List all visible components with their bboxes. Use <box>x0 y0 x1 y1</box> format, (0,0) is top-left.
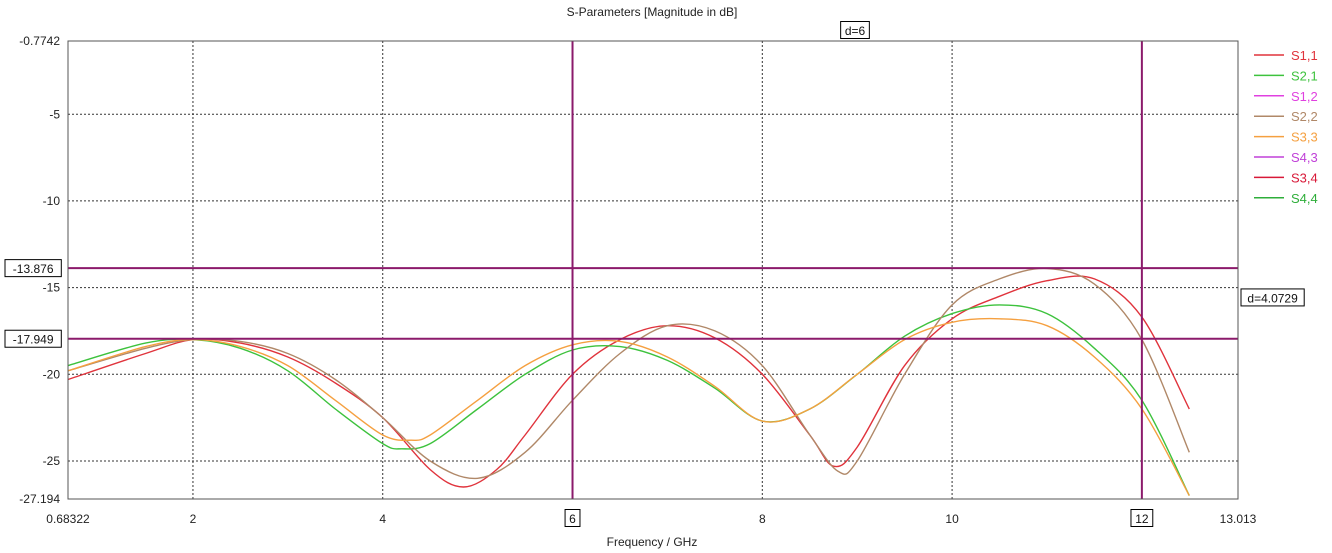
x-tick-label: 10 <box>945 512 959 526</box>
x-tick-label-boxed: 12 <box>1130 509 1154 527</box>
legend-item: S1,1 <box>1254 48 1318 63</box>
legend-item: S2,2 <box>1254 109 1318 124</box>
y-marker-label-boxed-box <box>4 259 62 278</box>
legend-item: S3,4 <box>1254 170 1318 185</box>
series-line-s1-1 <box>67 275 1190 488</box>
x-tick-label-boxed-box <box>1130 509 1154 527</box>
vertical-delta-label-text: d=6 <box>845 24 866 38</box>
legend-item: S4,3 <box>1254 150 1318 165</box>
x-tick-label-boxed-box <box>564 509 581 527</box>
y-tick-label: -10 <box>43 194 61 208</box>
vertical-delta-label-box <box>840 21 870 39</box>
marker-layer: d=6 d=4.0729 <box>68 21 1305 499</box>
series-layer <box>67 267 1190 496</box>
legend-item: S1,2 <box>1254 89 1318 104</box>
legend-label: S1,1 <box>1291 48 1318 63</box>
y-marker-label-boxed-text: -13.876 <box>13 262 54 276</box>
y-marker-label-boxed-box <box>4 329 62 348</box>
x-tick-label-boxed-text: 12 <box>1135 512 1149 526</box>
x-tick-label: 4 <box>379 512 386 526</box>
legend-label: S2,2 <box>1291 109 1318 124</box>
legend: S1,1 S2,1 S1,2 S2,2 S3,3 S4,3 S3,4 S4,4 <box>1254 48 1318 206</box>
x-axis-label: Frequency / GHz <box>607 535 698 549</box>
x-tick-label-boxed: 6 <box>564 509 581 527</box>
y-marker-label-boxed: -17.949 <box>4 329 62 348</box>
series-line-s2-2 <box>67 267 1190 480</box>
y-tick-label: -15 <box>43 281 61 295</box>
legend-item: S4,4 <box>1254 191 1318 206</box>
chart-title: S-Parameters [Magnitude in dB] <box>567 5 738 19</box>
legend-label: S4,4 <box>1291 191 1318 206</box>
y-tick-label: -5 <box>49 107 60 121</box>
y-tick-label: -0.7742 <box>19 34 60 48</box>
x-tick-label: 13.013 <box>1220 512 1257 526</box>
plot-area <box>67 40 1239 500</box>
legend-label: S2,1 <box>1291 68 1318 83</box>
vertical-delta-label: d=6 <box>840 21 870 39</box>
series-line-s2-1 <box>67 304 1190 496</box>
x-tick-label: 8 <box>759 512 766 526</box>
series-line-s3-3 <box>67 317 1190 496</box>
x-tick-label-boxed-text: 6 <box>569 512 576 526</box>
horizontal-delta-label: d=4.0729 <box>1240 288 1305 307</box>
legend-label: S4,3 <box>1291 150 1318 165</box>
y-tick-label: -25 <box>43 454 61 468</box>
x-tick-label: 2 <box>190 512 197 526</box>
y-tick-label: -27.194 <box>19 492 60 506</box>
y-marker-label-boxed: -13.876 <box>4 259 62 278</box>
y-tick-label: -20 <box>43 367 61 381</box>
x-tick-label: 0.68322 <box>46 512 90 526</box>
legend-label: S3,3 <box>1291 130 1318 145</box>
legend-item: S2,1 <box>1254 68 1318 83</box>
legend-label: S3,4 <box>1291 170 1318 185</box>
legend-label: S1,2 <box>1291 89 1318 104</box>
legend-item: S3,3 <box>1254 130 1318 145</box>
tick-labels: 0.68322 2 4 6 8 10 12 13.013 -0.7742 -5 -10 -15 -20 -… <box>4 34 1257 527</box>
y-marker-label-boxed-text: -17.949 <box>13 333 54 347</box>
horizontal-delta-label-text: d=4.0729 <box>1247 291 1298 305</box>
horizontal-delta-label-box <box>1240 288 1305 307</box>
